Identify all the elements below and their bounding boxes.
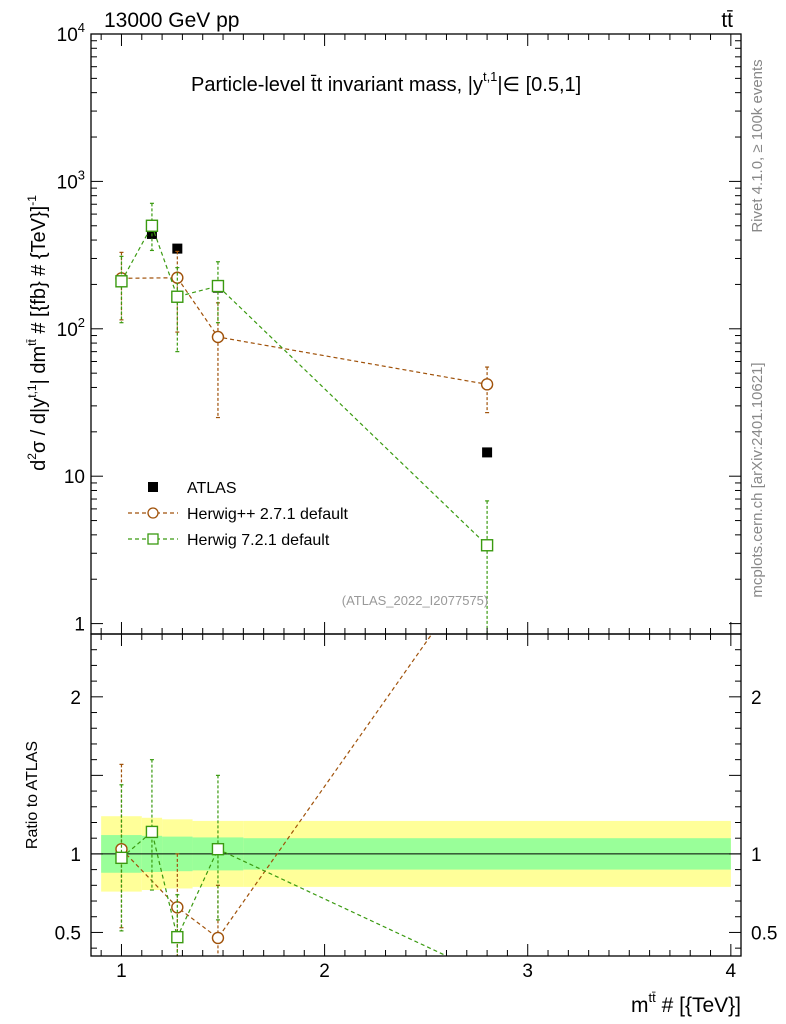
ratio-point-s1-p2 [171, 930, 184, 944]
ratio-errbar-s1-p1 [149, 759, 154, 891]
analysis-watermark: (ATLAS_2022_I2077575) [342, 593, 488, 608]
xtick-label-3: 4 [726, 961, 737, 982]
legend-herwigpp-marker [147, 507, 159, 519]
main-point-s2-p4 [480, 539, 494, 552]
ratio-errbar-s1-p0 [119, 784, 124, 932]
main-errbar-s1-p2 [215, 302, 220, 419]
ratio-bands [91, 816, 741, 892]
ratio-line-series-0 [121, 634, 433, 939]
main-ytick-label-1: 10 [64, 467, 85, 488]
main-point-s1-p3 [480, 378, 494, 391]
main-ytick-label-base-3: 10 [57, 172, 78, 193]
main-ytick-label-3: 103 [57, 167, 85, 193]
ratio-ylabel: Ratio to ATLAS [24, 741, 41, 849]
main-errbar-s2-p0 [119, 255, 124, 324]
xtick-label-0: 1 [116, 961, 127, 982]
plot-frames [90, 33, 742, 957]
axis-ticks [91, 33, 741, 956]
mcplots-label: mcplots.cern.ch [arXiv:2401.10621] [749, 362, 766, 597]
rivet-label: Rivet 4.1.0, ≥ 100k events [749, 59, 766, 232]
ratio-ytick-label-right-1: 1 [751, 845, 762, 866]
main-point-s0-p2 [172, 243, 183, 254]
ratio-point-s0-p2 [211, 931, 225, 945]
main-ytick-label-4: 104 [57, 20, 85, 46]
ratio-ytick-label-left-0: 0.5 [55, 923, 81, 944]
ratio-ytick-label-right-0: 0.5 [751, 923, 777, 944]
legend-atlas-label: ATLAS [187, 480, 237, 497]
main-errbar-s2-p4 [485, 500, 490, 634]
ratio-series-layer [115, 634, 449, 956]
main-point-s2-p2 [171, 290, 184, 303]
xtick-label-2: 3 [522, 961, 533, 982]
xtick-label-1: 2 [319, 961, 330, 982]
main-ylabel: d2σ / d|yt,1| dmtt̄ # [{fb} # {TeV}]-1 [25, 195, 50, 471]
main-ytick-label-sup-2: 2 [78, 315, 85, 330]
ratio-point-s1-p1 [145, 825, 159, 839]
main-point-s2-p0 [115, 275, 128, 288]
main-ytick-label-base-2: 10 [57, 320, 78, 341]
legend-herwig7-marker [147, 533, 159, 545]
legend-herwigpp-label: Herwig++ 2.7.1 default [187, 506, 349, 523]
legend-atlas-marker [148, 482, 158, 492]
plot-title-tail: |∈ [0.5,1] [497, 74, 581, 96]
main-ytick-label-0: 1 [74, 615, 85, 636]
ratio-point-s1-p3 [211, 842, 225, 856]
main-line-series-2 [120, 224, 488, 546]
main-ytick-label-base-4: 10 [57, 25, 78, 46]
process-label: tt̄ [721, 9, 733, 32]
main-ytick-label-base-1: 10 [64, 467, 85, 488]
main-ytick-label-base-0: 1 [74, 615, 85, 636]
legend-herwig7-label: Herwig 7.2.1 default [187, 532, 330, 549]
main-errbar-s2-p1 [149, 202, 154, 252]
main-ytick-label-sup-4: 4 [78, 20, 85, 35]
main-point-s2-p1 [145, 219, 159, 232]
main-errbar-s2-p2 [175, 267, 180, 353]
xlabel: mtt̄ # [{TeV}] [631, 990, 741, 1017]
legend: ATLAS Herwig++ 2.7.1 default Herwig 7.2.… [128, 480, 349, 549]
main-ytick-label-sup-3: 3 [78, 167, 85, 182]
plot-title-sup: t,1 [483, 69, 497, 84]
plot-title: Particle-level t̄t invariant mass, |yt,1… [191, 69, 581, 96]
main-point-s1-p2 [211, 330, 225, 344]
main-point-s0-p4 [482, 447, 493, 458]
ratio-ytick-label-left-2: 2 [70, 688, 81, 709]
main-ytick-label-2: 102 [57, 315, 85, 341]
ratio-ytick-label-right-2: 2 [751, 688, 762, 709]
main-line-series-1 [121, 277, 488, 385]
main-point-s2-p3 [211, 279, 225, 293]
main-series-layer [115, 202, 494, 634]
ratio-frame [90, 633, 742, 957]
ratio-point-s1-p0 [115, 851, 128, 865]
ratio-ytick-label-left-1: 1 [70, 845, 81, 866]
plot-title-main: Particle-level t̄t invariant mass, |y [191, 74, 483, 96]
energy-label: 13000 GeV pp [104, 9, 239, 32]
